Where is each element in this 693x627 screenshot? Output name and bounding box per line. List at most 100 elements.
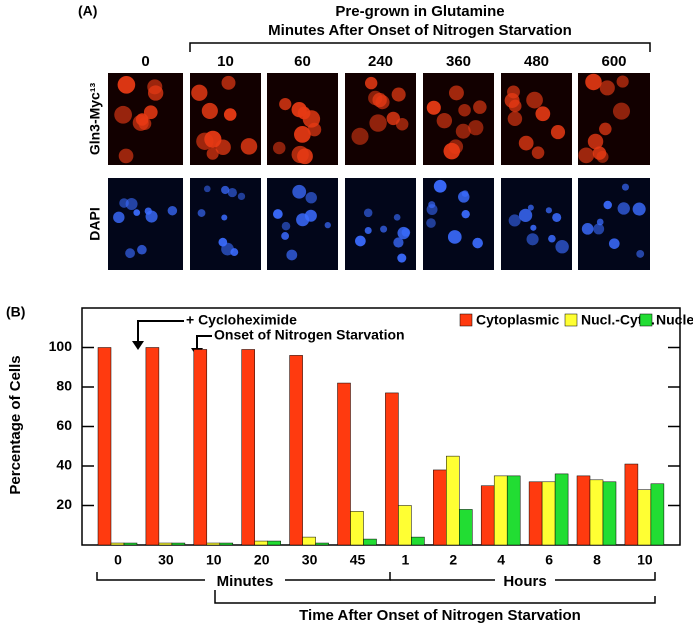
cell <box>552 212 562 223</box>
cell <box>117 75 136 94</box>
cell <box>616 75 629 88</box>
bar <box>145 347 160 546</box>
cell <box>196 132 214 150</box>
cell <box>380 225 388 233</box>
x-tick-label: 2 <box>449 552 457 568</box>
group-label: Minutes <box>217 573 274 590</box>
column-label: 240 <box>368 53 393 70</box>
bar <box>193 349 208 546</box>
cell <box>555 239 569 254</box>
legend-swatch <box>459 313 473 327</box>
bar <box>289 355 303 546</box>
bar <box>433 469 447 546</box>
cell <box>355 235 366 247</box>
bar <box>97 347 112 546</box>
cell <box>531 146 545 159</box>
bar <box>337 382 351 546</box>
cell <box>530 224 537 231</box>
cell <box>458 103 471 117</box>
bar <box>637 489 652 546</box>
bar <box>541 481 556 546</box>
cell <box>203 185 211 193</box>
bar <box>302 536 316 546</box>
bar <box>528 481 543 546</box>
cell <box>550 124 566 140</box>
cell <box>302 110 321 128</box>
cell <box>132 114 149 131</box>
bracket <box>390 572 656 581</box>
bar <box>206 542 221 546</box>
legend-swatch <box>639 313 653 327</box>
cell <box>324 221 331 229</box>
cell <box>237 192 246 201</box>
cell <box>548 234 556 243</box>
cell <box>215 139 231 156</box>
bar <box>506 475 521 546</box>
cell <box>147 85 164 101</box>
cell <box>125 198 138 210</box>
bar <box>363 538 377 546</box>
cell <box>369 114 387 132</box>
bar <box>589 479 604 546</box>
x-tick-label: 10 <box>206 552 222 568</box>
cell <box>221 75 236 90</box>
cell <box>473 100 487 114</box>
cell <box>297 148 313 165</box>
cell <box>447 230 462 244</box>
bar <box>602 481 617 546</box>
y-tick-label: 20 <box>56 496 72 512</box>
cell <box>281 232 290 240</box>
x-tick-label: 6 <box>545 552 553 568</box>
column-label: 0 <box>141 53 149 70</box>
cell <box>603 200 612 210</box>
bar <box>554 473 569 546</box>
cell <box>608 238 620 249</box>
arrow <box>196 335 212 352</box>
cell <box>397 253 407 263</box>
cell <box>426 100 441 115</box>
bar <box>459 509 473 546</box>
x-tick-label: 30 <box>158 552 174 568</box>
bar <box>219 542 234 546</box>
cell <box>428 201 436 209</box>
bar <box>385 392 399 546</box>
cell <box>113 211 125 224</box>
cell <box>401 227 411 237</box>
cell <box>599 80 615 96</box>
cell <box>468 120 484 136</box>
cell <box>294 126 311 143</box>
cell <box>507 85 520 99</box>
cell <box>461 209 470 219</box>
cell <box>145 210 158 223</box>
cell <box>585 73 602 91</box>
cell <box>167 205 178 216</box>
x-tick-label: 1 <box>402 552 410 568</box>
cell <box>581 223 594 235</box>
group-label: Hours <box>503 573 546 590</box>
cell <box>218 237 228 247</box>
cell <box>201 102 218 119</box>
y-tick-label: 80 <box>56 378 72 394</box>
bar <box>171 542 186 546</box>
bar <box>493 475 508 546</box>
cell <box>223 108 237 121</box>
bar <box>398 505 412 546</box>
cell <box>632 202 646 216</box>
cell <box>455 123 471 139</box>
cell <box>449 85 464 101</box>
cell <box>296 213 310 227</box>
cell <box>448 139 464 154</box>
x-tick-label: 0 <box>114 552 122 568</box>
bar <box>350 511 364 546</box>
cell <box>436 112 453 129</box>
cell <box>114 105 132 124</box>
cell <box>133 209 141 216</box>
cell <box>364 226 372 235</box>
column-label: 480 <box>524 53 549 70</box>
bar <box>624 463 639 546</box>
x-tick-label: 4 <box>497 552 505 568</box>
cell <box>221 185 230 195</box>
cell <box>593 223 605 235</box>
cell <box>118 148 134 164</box>
